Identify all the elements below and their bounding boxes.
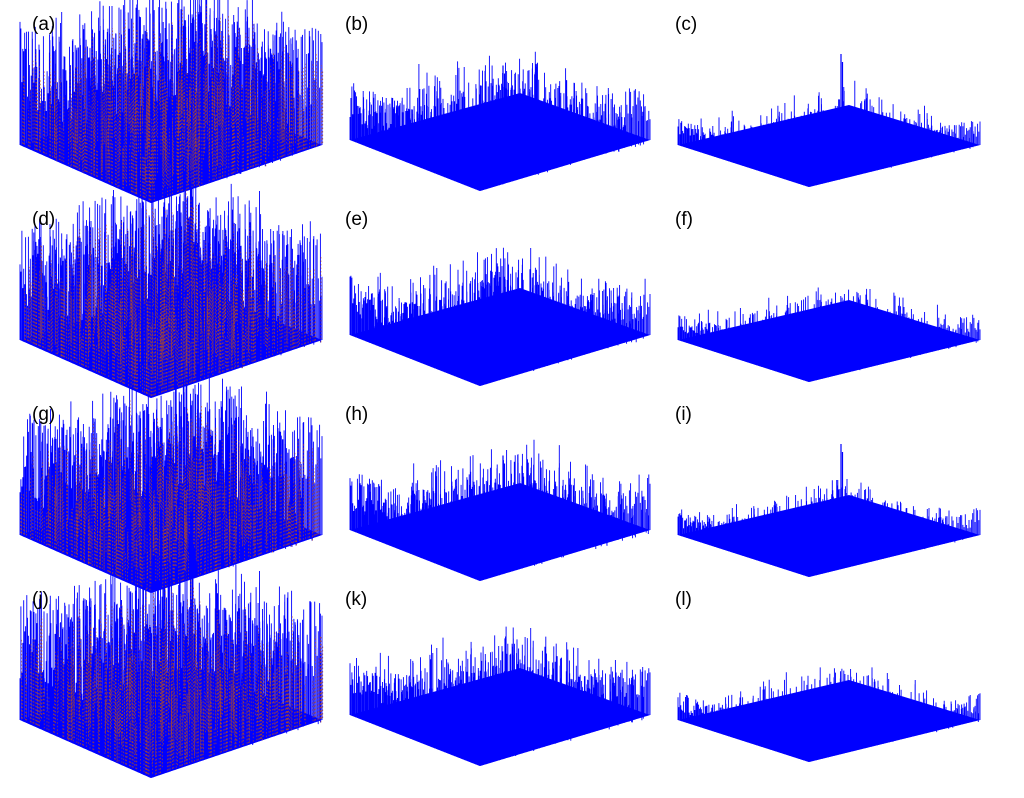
panel-label: (k) [345, 589, 368, 610]
surface-spikes [349, 626, 651, 766]
surface-plot [677, 287, 981, 382]
panel-e: (e) [345, 210, 665, 400]
panel-b: (b) [345, 15, 665, 205]
surface-spikes [677, 667, 981, 762]
peak-spike [840, 444, 844, 519]
panel-label: (a) [32, 14, 56, 35]
surface-plot [19, 164, 323, 398]
panel-label: (i) [675, 404, 692, 425]
panel-label: (l) [675, 589, 692, 610]
panel-c: (c) [675, 15, 995, 205]
panel-label: (c) [675, 14, 698, 35]
panel-h: (h) [345, 405, 665, 595]
surface-highlight-lines [24, 189, 322, 396]
panel-label: (h) [345, 404, 369, 425]
surface-spikes [349, 247, 651, 386]
surface-plot [19, 0, 324, 203]
surface-plot [19, 558, 324, 778]
peak-spike [840, 54, 844, 129]
panel-label: (f) [675, 209, 693, 230]
surface-plot [349, 439, 651, 581]
surface-plot [349, 51, 651, 191]
panel-label: (b) [345, 14, 369, 35]
panel-k: (k) [345, 590, 665, 780]
surface-plot [677, 444, 981, 577]
surface-spikes [349, 51, 651, 191]
panel-label: (g) [32, 404, 56, 425]
surface-highlight-lines [21, 579, 324, 775]
panel-j: (j) [12, 558, 332, 785]
panel-label: (j) [32, 589, 49, 610]
surface-highlight-lines [20, 400, 320, 591]
surface-plot [349, 247, 651, 386]
surface-spikes [677, 479, 981, 577]
surface-highlight-lines [22, 3, 324, 201]
surface-plot [677, 54, 981, 187]
surface-plot [677, 667, 981, 762]
surface-spikes [677, 80, 981, 187]
panel-l: (l) [675, 590, 995, 780]
surface-spikes [349, 439, 651, 581]
peak-spike [502, 455, 506, 511]
surface-spikes [19, 0, 323, 203]
surface-plot [349, 626, 651, 766]
surface-spikes [677, 287, 981, 382]
surface-plot [19, 361, 323, 593]
panel-f: (f) [675, 210, 995, 400]
peak-spike [502, 65, 506, 121]
panel-label: (e) [345, 209, 369, 230]
panel-g: (g) [12, 361, 332, 600]
panel-a: (a) [12, 0, 332, 210]
panel-label: (d) [32, 209, 56, 230]
panel-d: (d) [12, 164, 332, 405]
panel-i: (i) [675, 405, 995, 595]
